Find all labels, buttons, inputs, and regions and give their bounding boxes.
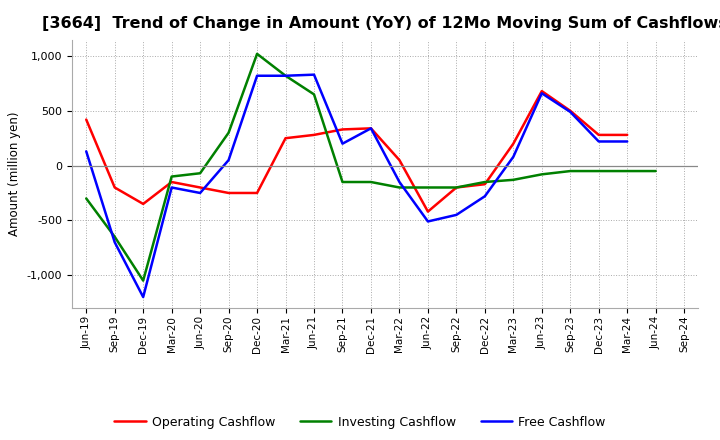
Operating Cashflow bbox=[110, 185, 119, 190]
Y-axis label: Amount (million yen): Amount (million yen) bbox=[8, 112, 21, 236]
Investing Cashflow bbox=[167, 174, 176, 179]
Investing Cashflow bbox=[652, 169, 660, 174]
Operating Cashflow bbox=[82, 117, 91, 122]
Investing Cashflow bbox=[423, 185, 432, 190]
Free Cashflow bbox=[452, 212, 461, 217]
Free Cashflow bbox=[395, 180, 404, 185]
Free Cashflow bbox=[167, 185, 176, 190]
Free Cashflow bbox=[253, 73, 261, 78]
Investing Cashflow bbox=[139, 278, 148, 283]
Operating Cashflow bbox=[423, 209, 432, 214]
Line: Free Cashflow: Free Cashflow bbox=[86, 75, 627, 297]
Investing Cashflow bbox=[595, 169, 603, 174]
Investing Cashflow bbox=[338, 180, 347, 185]
Investing Cashflow bbox=[82, 196, 91, 201]
Operating Cashflow bbox=[225, 191, 233, 196]
Operating Cashflow bbox=[537, 88, 546, 94]
Free Cashflow bbox=[366, 126, 375, 131]
Operating Cashflow bbox=[139, 201, 148, 206]
Investing Cashflow bbox=[623, 169, 631, 174]
Operating Cashflow bbox=[623, 132, 631, 138]
Free Cashflow bbox=[537, 91, 546, 96]
Free Cashflow bbox=[196, 191, 204, 196]
Free Cashflow bbox=[623, 139, 631, 144]
Free Cashflow bbox=[480, 194, 489, 199]
Investing Cashflow bbox=[537, 172, 546, 177]
Operating Cashflow bbox=[480, 182, 489, 187]
Operating Cashflow bbox=[366, 126, 375, 131]
Line: Operating Cashflow: Operating Cashflow bbox=[86, 91, 627, 212]
Investing Cashflow bbox=[253, 51, 261, 56]
Operating Cashflow bbox=[253, 191, 261, 196]
Free Cashflow bbox=[310, 72, 318, 77]
Free Cashflow bbox=[423, 219, 432, 224]
Investing Cashflow bbox=[366, 180, 375, 185]
Investing Cashflow bbox=[395, 185, 404, 190]
Operating Cashflow bbox=[196, 185, 204, 190]
Free Cashflow bbox=[338, 141, 347, 147]
Operating Cashflow bbox=[452, 185, 461, 190]
Free Cashflow bbox=[225, 158, 233, 163]
Investing Cashflow bbox=[110, 234, 119, 239]
Investing Cashflow bbox=[310, 92, 318, 97]
Operating Cashflow bbox=[395, 158, 404, 163]
Operating Cashflow bbox=[595, 132, 603, 138]
Legend: Operating Cashflow, Investing Cashflow, Free Cashflow: Operating Cashflow, Investing Cashflow, … bbox=[109, 411, 611, 434]
Operating Cashflow bbox=[566, 108, 575, 114]
Free Cashflow bbox=[282, 73, 290, 78]
Investing Cashflow bbox=[225, 130, 233, 136]
Operating Cashflow bbox=[310, 132, 318, 138]
Free Cashflow bbox=[566, 109, 575, 114]
Free Cashflow bbox=[139, 294, 148, 300]
Free Cashflow bbox=[595, 139, 603, 144]
Investing Cashflow bbox=[509, 177, 518, 183]
Operating Cashflow bbox=[167, 180, 176, 185]
Free Cashflow bbox=[110, 240, 119, 245]
Investing Cashflow bbox=[282, 73, 290, 78]
Line: Investing Cashflow: Investing Cashflow bbox=[86, 54, 656, 281]
Operating Cashflow bbox=[338, 127, 347, 132]
Investing Cashflow bbox=[566, 169, 575, 174]
Investing Cashflow bbox=[452, 185, 461, 190]
Free Cashflow bbox=[82, 149, 91, 154]
Operating Cashflow bbox=[509, 141, 518, 147]
Investing Cashflow bbox=[480, 180, 489, 185]
Operating Cashflow bbox=[282, 136, 290, 141]
Free Cashflow bbox=[509, 154, 518, 159]
Investing Cashflow bbox=[196, 171, 204, 176]
Title: [3664]  Trend of Change in Amount (YoY) of 12Mo Moving Sum of Cashflows: [3664] Trend of Change in Amount (YoY) o… bbox=[42, 16, 720, 32]
